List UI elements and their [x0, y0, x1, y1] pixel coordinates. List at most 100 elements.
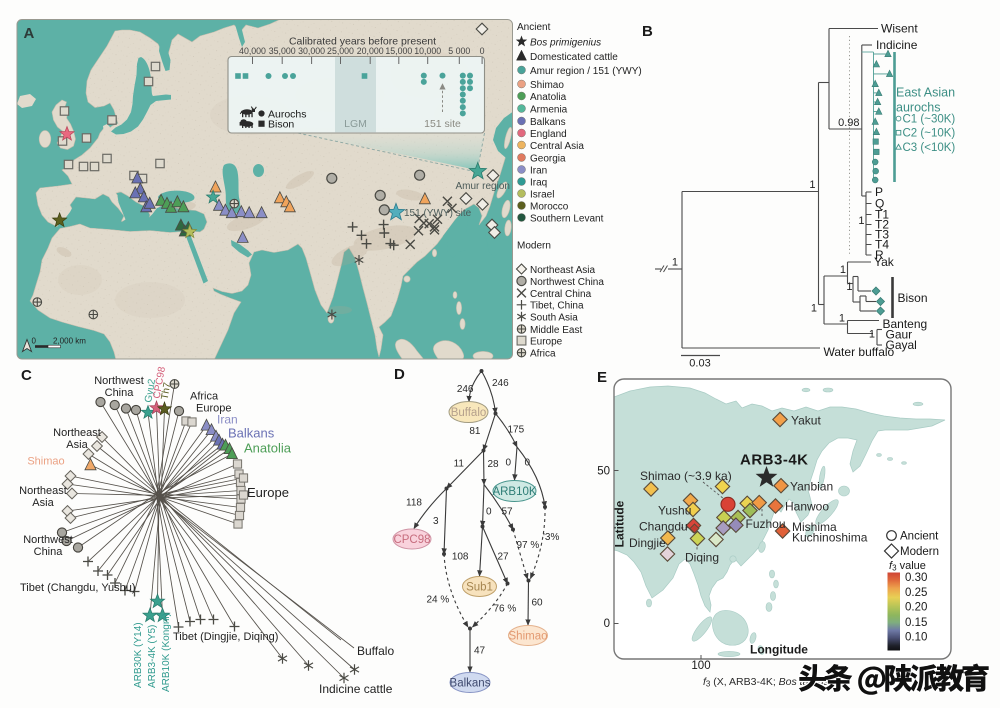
svg-text:Domesticated cattle: Domesticated cattle: [530, 52, 618, 63]
svg-text:Asia: Asia: [32, 497, 54, 509]
svg-text:Northwest: Northwest: [94, 375, 144, 387]
svg-text:Anatolia: Anatolia: [244, 441, 292, 456]
svg-text:1: 1: [869, 329, 875, 341]
svg-text:Shimao (~3.9 ka): Shimao (~3.9 ka): [640, 469, 732, 483]
svg-text:China: China: [105, 387, 135, 399]
svg-text:Northwest: Northwest: [23, 534, 73, 546]
svg-text:2,000 km: 2,000 km: [53, 337, 86, 346]
svg-text:60: 60: [532, 598, 544, 609]
svg-text:Africa: Africa: [530, 349, 556, 360]
svg-text:151 site: 151 site: [424, 118, 461, 130]
svg-text:Iran: Iran: [217, 413, 238, 427]
svg-text:Iraq: Iraq: [530, 177, 547, 188]
svg-text:Water buffalo: Water buffalo: [824, 345, 895, 359]
svg-text:24 %: 24 %: [427, 595, 450, 606]
svg-text:0.20: 0.20: [905, 602, 927, 614]
svg-text:0.30: 0.30: [905, 572, 927, 584]
svg-text:ARB10K (Kongni): ARB10K (Kongni): [161, 613, 172, 692]
svg-text:Morocco: Morocco: [530, 201, 569, 212]
svg-text:Sub1: Sub1: [466, 582, 493, 594]
svg-text:Georgia: Georgia: [530, 153, 566, 164]
svg-text:Central China: Central China: [530, 289, 592, 300]
svg-text:1: 1: [811, 303, 817, 315]
svg-text:0.15: 0.15: [905, 617, 927, 629]
svg-text:Ancient: Ancient: [517, 22, 551, 33]
svg-text:Asia: Asia: [66, 439, 88, 451]
svg-text:Northeast: Northeast: [19, 485, 67, 497]
svg-text:40,000: 40,000: [239, 46, 266, 56]
svg-text:Gyu2: Gyu2: [143, 378, 158, 404]
svg-text:Changdu: Changdu: [639, 520, 688, 534]
svg-text:1: 1: [858, 215, 864, 227]
svg-text:Gayal: Gayal: [886, 338, 917, 352]
svg-text:1: 1: [672, 257, 678, 269]
svg-text:Yanbian: Yanbian: [790, 480, 833, 494]
svg-text:South Asia: South Asia: [530, 312, 578, 323]
svg-text:100: 100: [691, 660, 710, 672]
svg-text:Banteng: Banteng: [883, 317, 928, 331]
svg-text:30,000: 30,000: [298, 46, 325, 56]
svg-text:Israel: Israel: [530, 189, 554, 200]
svg-text:ARB3-4K (Y5): ARB3-4K (Y5): [147, 625, 158, 688]
svg-text:0: 0: [480, 46, 485, 56]
svg-text:Balkans: Balkans: [228, 426, 275, 441]
svg-text:Buffalo: Buffalo: [357, 644, 394, 658]
svg-text:15,000: 15,000: [385, 46, 412, 56]
svg-text:Wisent: Wisent: [881, 22, 918, 36]
svg-text:246: 246: [457, 384, 474, 395]
svg-text:20,000: 20,000: [357, 46, 384, 56]
svg-text:Tibet (Changdu, Yushu): Tibet (Changdu, Yushu): [20, 582, 136, 594]
svg-text:C3 (<10K): C3 (<10K): [903, 142, 956, 154]
svg-text:0.25: 0.25: [905, 587, 927, 599]
svg-text:aurochs: aurochs: [896, 101, 940, 115]
svg-text:Latitude: Latitude: [613, 500, 627, 547]
svg-text:T2: T2: [875, 218, 889, 232]
svg-text:ARB3-4K: ARB3-4K: [740, 452, 809, 469]
svg-text:151 (YWY) site: 151 (YWY) site: [404, 208, 472, 219]
svg-text:England: England: [530, 129, 567, 140]
svg-text:Indicine: Indicine: [876, 38, 918, 52]
svg-text:Kuchinoshima: Kuchinoshima: [792, 531, 868, 545]
svg-text:Northwest China: Northwest China: [530, 277, 604, 288]
svg-text:Hanwoo: Hanwoo: [785, 500, 829, 514]
svg-text:50: 50: [597, 466, 610, 478]
svg-text:Shimao: Shimao: [509, 631, 548, 643]
svg-text:Indicine cattle: Indicine cattle: [319, 682, 393, 696]
svg-text:Diqing: Diqing: [685, 551, 719, 565]
svg-text:LGM: LGM: [344, 118, 367, 130]
svg-text:Calibrated years before presen: Calibrated years before present: [289, 36, 436, 48]
svg-text:0.98: 0.98: [838, 117, 859, 129]
svg-text:Europe: Europe: [247, 485, 289, 500]
svg-text:47: 47: [474, 646, 486, 657]
svg-text:76 %: 76 %: [494, 604, 517, 615]
svg-text:1: 1: [846, 281, 852, 293]
svg-text:R: R: [875, 248, 884, 262]
svg-text:Middle East: Middle East: [530, 325, 582, 336]
svg-text:57: 57: [502, 507, 514, 518]
svg-text:D: D: [394, 366, 405, 383]
svg-text:Yak: Yak: [874, 255, 895, 269]
svg-text:Dingjie: Dingjie: [629, 536, 666, 550]
svg-text:Southern Levant: Southern Levant: [530, 213, 604, 224]
svg-text:35,000: 35,000: [269, 46, 296, 56]
svg-text:East Asian: East Asian: [896, 86, 955, 100]
svg-text:27: 27: [498, 552, 510, 563]
svg-text:Northeast: Northeast: [53, 427, 101, 439]
svg-text:Bison: Bison: [268, 119, 294, 131]
svg-text:11: 11: [454, 459, 465, 470]
svg-text:97 %: 97 %: [517, 540, 540, 551]
svg-text:Bos primigenius: Bos primigenius: [530, 38, 601, 49]
svg-text:0.03: 0.03: [689, 358, 710, 370]
svg-text:Central Asia: Central Asia: [530, 141, 584, 152]
svg-text:246: 246: [492, 378, 509, 389]
svg-text:28: 28: [488, 459, 500, 470]
svg-text:Bison: Bison: [898, 291, 928, 305]
svg-text:118: 118: [406, 498, 422, 509]
svg-text:P: P: [875, 185, 883, 199]
svg-text:81: 81: [469, 426, 481, 437]
svg-text:0: 0: [525, 458, 531, 469]
svg-text:CPC98: CPC98: [393, 534, 430, 546]
svg-text:Yushu: Yushu: [658, 504, 691, 518]
svg-text:0: 0: [32, 337, 37, 346]
svg-text:Modern: Modern: [517, 241, 551, 252]
